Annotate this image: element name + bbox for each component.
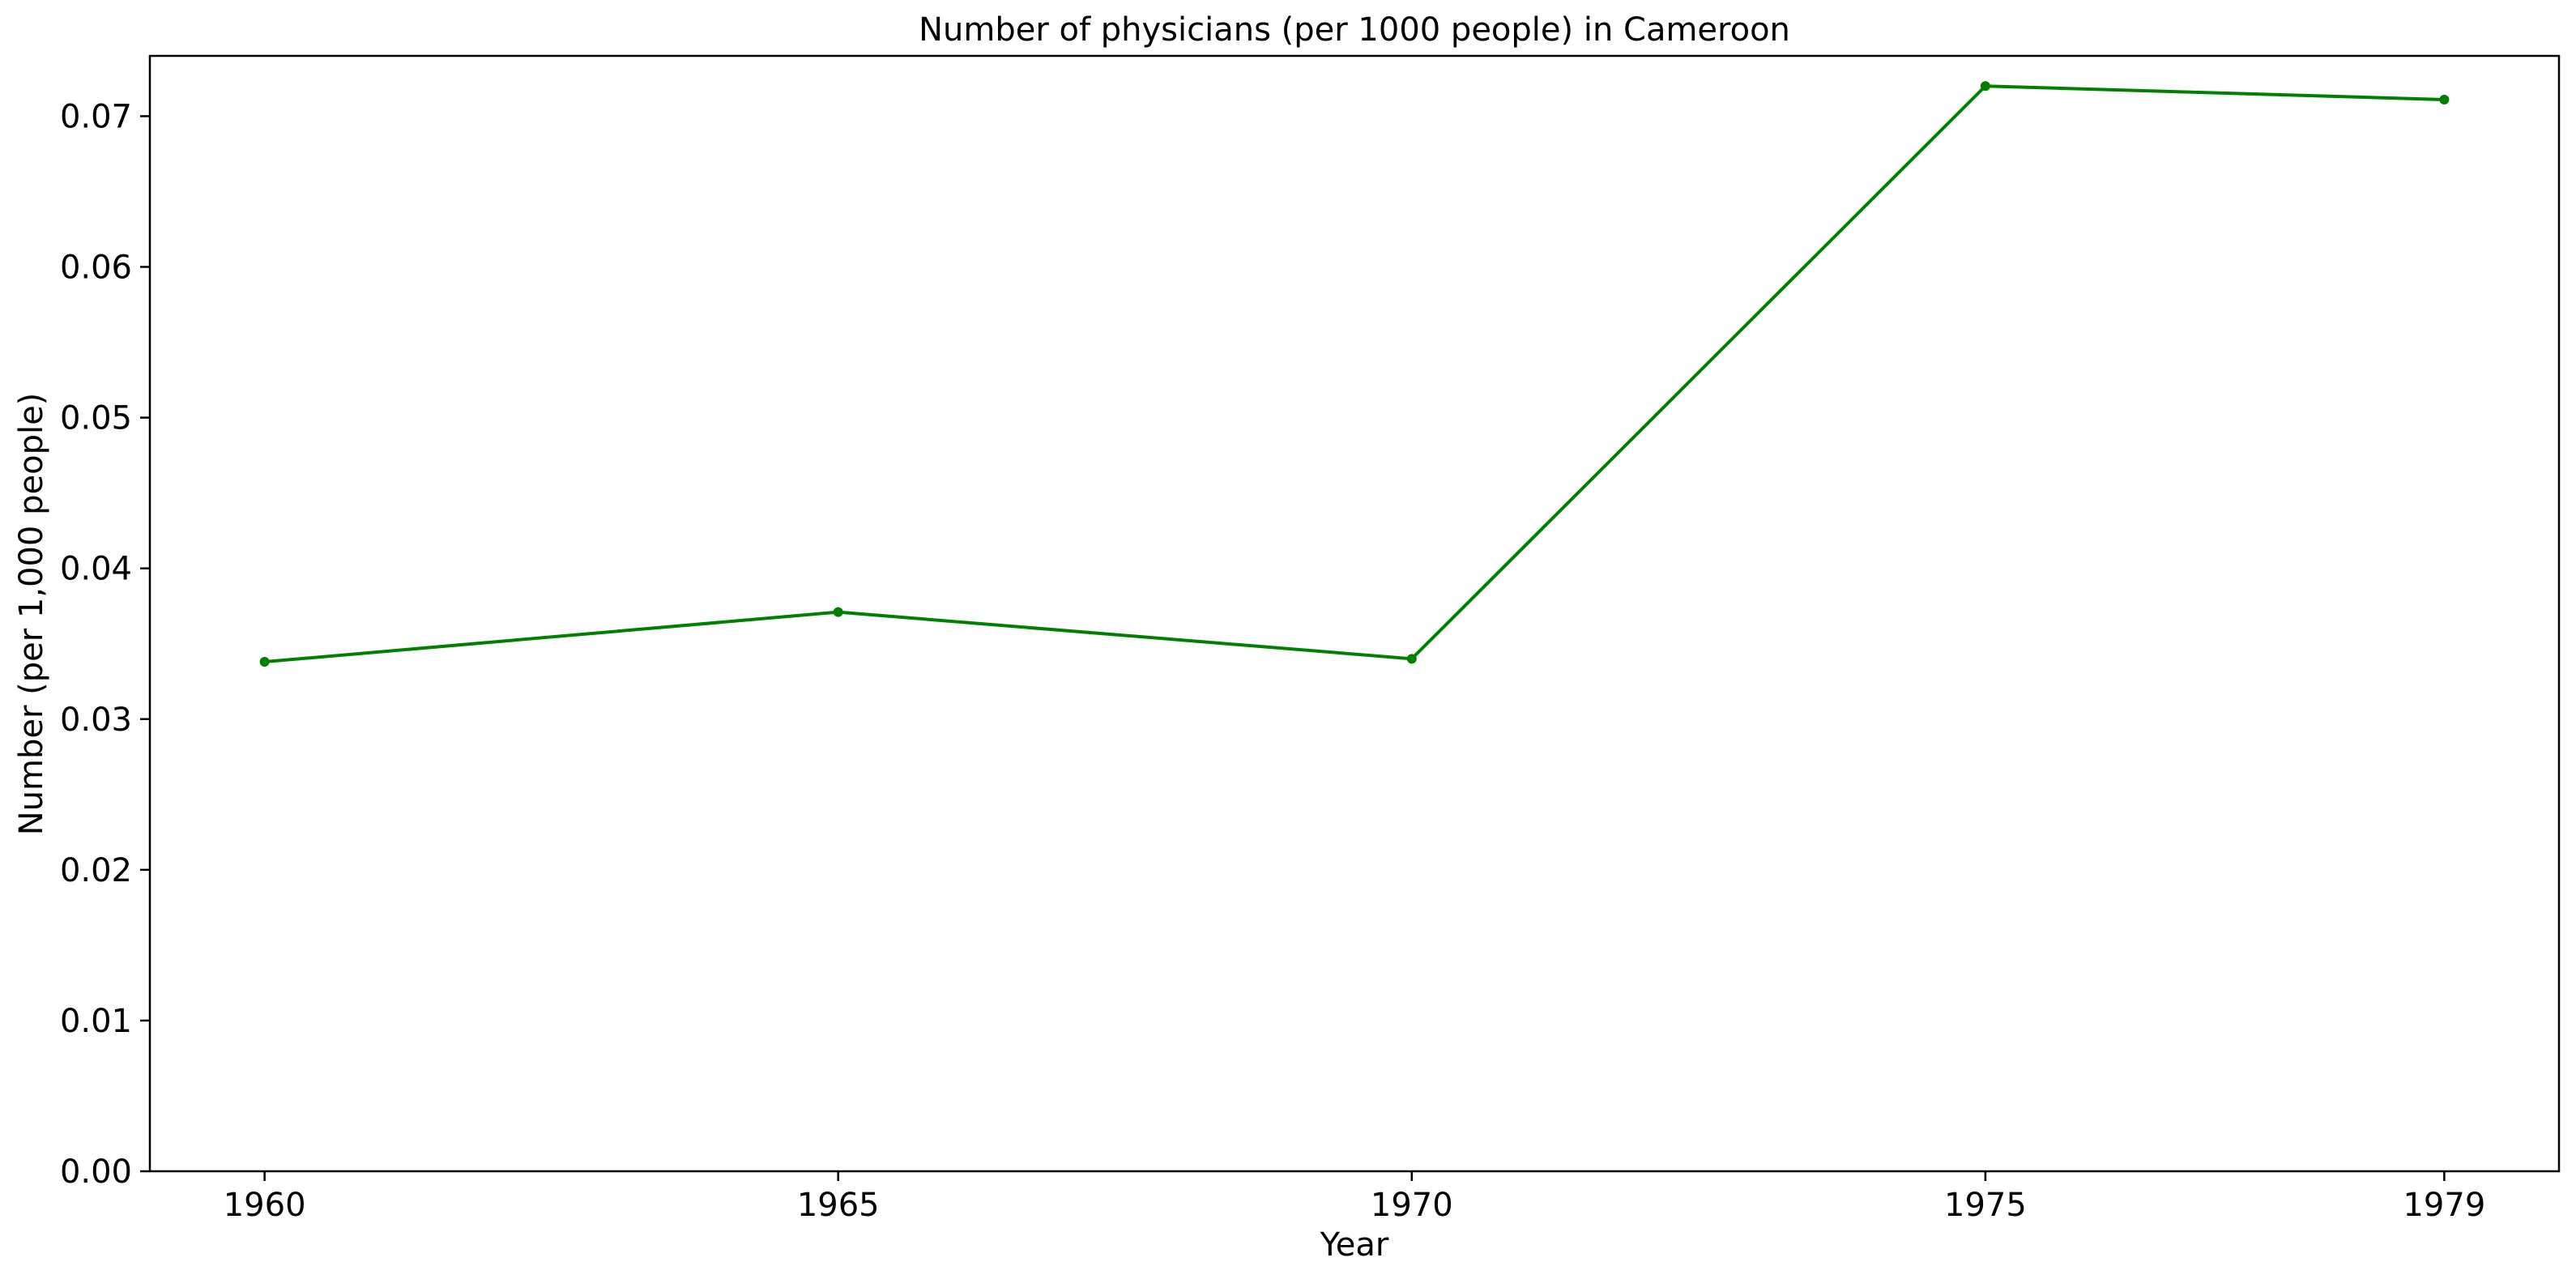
series-line — [264, 84, 2445, 664]
series-layer — [259, 81, 2450, 667]
data-point — [833, 607, 843, 617]
x-tick-label: 1970 — [1371, 1187, 1453, 1224]
y-axis-label: Number (per 1,000 people) — [13, 393, 50, 836]
x-tick-label: 1975 — [1944, 1187, 2027, 1224]
x-tick-label: 1960 — [224, 1187, 306, 1224]
chart-title: Number of physicians (per 1000 people) i… — [919, 11, 1790, 49]
y-tick-label: 0.02 — [60, 852, 132, 889]
y-tick-label: 0.06 — [60, 249, 132, 287]
y-tick-label: 0.03 — [60, 701, 132, 739]
data-point — [1980, 81, 1990, 92]
data-point — [259, 657, 270, 667]
y-tick-label: 0.00 — [60, 1153, 132, 1191]
data-point — [1406, 654, 1417, 664]
data-point — [2439, 94, 2450, 104]
y-tick-label: 0.07 — [60, 98, 132, 135]
y-tick-label: 0.01 — [60, 1003, 132, 1040]
y-tick-label: 0.04 — [60, 551, 132, 588]
x-axis-label: Year — [1320, 1226, 1389, 1264]
x-tick-label: 1979 — [2403, 1187, 2485, 1224]
y-axis: 0.00 0.01 0.02 0.03 0.04 0.05 0.06 0.07 — [60, 98, 150, 1191]
x-tick-label: 1965 — [797, 1187, 880, 1224]
y-tick-label: 0.05 — [60, 400, 132, 437]
plot-area — [148, 54, 2561, 1173]
x-axis: 1960 1965 1970 1975 1979 — [224, 1171, 2485, 1224]
